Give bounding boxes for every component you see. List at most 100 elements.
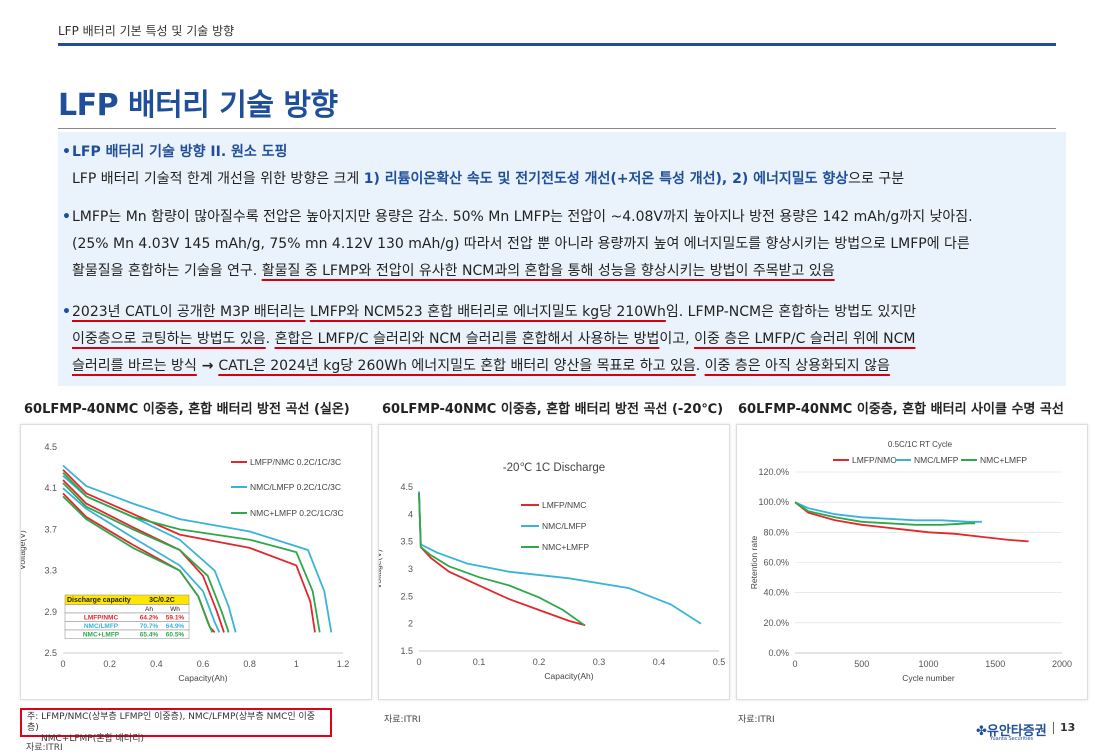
b3-l3-u1: 슬러리를 바르는 방식 — [72, 358, 197, 374]
source-3: 자료:ITRI — [738, 715, 775, 725]
table-cell-ah: 65.4% — [140, 632, 159, 639]
company-logo: ✤유안타증권 — [976, 724, 1047, 739]
legend-entry: NMC/LMFP — [914, 455, 959, 465]
note-box: 주: LFMP/NMC(상부층 LFMP인 이중층), NMC/LFMP(상부층… — [20, 708, 332, 744]
y-tick-label: 120.0% — [758, 467, 789, 477]
chart-1-title: 60LFMP-40NMC 이중층, 혼합 배터리 방전 곡선 (실온) — [24, 402, 350, 417]
y-tick-label: 0.0% — [768, 648, 789, 658]
table-cell-wh: 64.9% — [166, 623, 185, 630]
series-line — [62, 487, 221, 633]
x-tick-label: 1000 — [918, 659, 938, 669]
series-line — [62, 472, 321, 633]
bullet-3: • 2023년 CATL이 공개한 M3P 배터리는 LMFP와 NCM523 … — [62, 299, 916, 380]
b3-l2-u1: 이중층으로 코팅하는 방법도 있음 — [72, 331, 266, 347]
table-header: 3C/0.2C — [149, 597, 175, 604]
b3-l2-u2: 혼합은 LMFP/C 슬러리와 NCM 슬러리를 혼합해서 사용하는 방법 — [274, 331, 660, 347]
series-line — [794, 501, 1029, 543]
x-tick-label: 1.2 — [337, 659, 350, 669]
y-tick-label: 2.9 — [44, 607, 57, 617]
x-tick-label: 0.6 — [197, 659, 210, 669]
bullet-1-text-b: 으로 구분 — [848, 171, 905, 187]
bullet-dot: • — [62, 144, 71, 160]
chart-3-title: 60LFMP-40NMC 이중층, 혼합 배터리 사이클 수명 곡선 — [738, 402, 1064, 417]
series-line — [418, 492, 586, 627]
table-subheader: Ah — [145, 606, 153, 613]
x-tick-label: 0.4 — [653, 657, 666, 667]
y-tick-label: 3.7 — [44, 524, 57, 534]
bullet-1-heading: LFP 배터리 기술 방향 II. 원소 도핑 — [72, 144, 288, 160]
x-axis-label: Capacity(Ah) — [178, 673, 227, 683]
bullet-2-line-3-a: 활물질을 혼합하는 기술을 연구. — [72, 263, 262, 279]
x-tick-label: 2000 — [1052, 659, 1072, 669]
series-line — [794, 501, 976, 526]
note-line-1: 주: LFMP/NMC(상부층 LFMP인 이중층), NMC/LFMP(상부층… — [27, 712, 316, 733]
legend-entry: LMFP/NMC — [852, 455, 896, 465]
x-tick-label: 0.2 — [103, 659, 116, 669]
chart-3-panel: 0.0% 20.0% 40.0% 60.0% 80.0% 100.0% 120.0% 0 500… — [736, 424, 1088, 700]
y-axis-label: Retention rate — [749, 536, 759, 590]
table-row — [64, 629, 190, 639]
table-row-label: NMC/LMFP — [84, 623, 119, 630]
company-logo-sub: Yuanta Securities — [990, 736, 1034, 742]
chart-title: 0.5C/1C RT Cycle — [888, 440, 953, 449]
title-rule — [58, 128, 1056, 129]
table-subheader: Wh — [170, 606, 180, 613]
table-cell-ah: 70.7% — [140, 623, 159, 630]
series-line — [62, 469, 316, 633]
y-tick-label: 4.1 — [44, 483, 57, 493]
b3-l2-t2: 이고, — [659, 331, 695, 347]
source-2: 자료:ITRI — [384, 715, 421, 725]
y-tick-label: 4 — [408, 509, 413, 519]
section-title: LFP 배터리 기본 특성 및 기술 방향 — [58, 24, 235, 38]
y-tick-label: 3 — [408, 564, 413, 574]
bullet-1-text: LFP 배터리 기술적 한계 개선을 위한 방향은 크게 1) 리튬이온확산 속… — [72, 166, 904, 193]
x-tick-label: 0 — [792, 659, 797, 669]
bullet-3-line-3: 슬러리를 바르는 방식 → CATL은 2024년 kg당 260Wh 에너지밀… — [72, 353, 916, 380]
chart-title: -20℃ 1C Discharge — [503, 462, 605, 474]
chart-2-svg: 1.5 2 2.5 3 3.5 4 4.5 0 0.1 0.2 0.3 0.4 0.5 Capacity(… — [379, 462, 725, 681]
y-tick-label: 4.5 — [400, 482, 413, 492]
y-tick-label: 80.0% — [763, 527, 789, 537]
x-axis-label: Capacity(Ah) — [544, 671, 593, 681]
y-tick-label: 4.5 — [44, 442, 57, 452]
y-tick-label: 3.3 — [44, 566, 57, 576]
series-line — [62, 495, 214, 633]
chart-2-panel: 1.5 2 2.5 3 3.5 4 4.5 0 0.1 0.2 0.3 0.4 0.5 Capacity(… — [378, 424, 730, 700]
legend-entry: NMC+LMFP — [980, 455, 1027, 465]
page-separator — [1053, 722, 1054, 734]
x-tick-label: 500 — [854, 659, 869, 669]
y-tick-label: 3.5 — [400, 537, 413, 547]
bullet-dot: • — [62, 209, 71, 225]
arrow-right-icon: → — [196, 358, 219, 374]
b3-l1-u1: 2023년 CATL이 공개한 M3P 배터리는 — [72, 304, 306, 320]
note-line-2: NMC+LFMP(혼합 배터리) — [41, 734, 144, 744]
content-box: • LFP 배터리 기술 방향 II. 원소 도핑 LFP 배터리 기술적 한계… — [58, 132, 1066, 386]
page-number: 13 — [1060, 721, 1076, 734]
b3-l3-u2: CATL은 2024년 kg당 260Wh 에너지밀도 혼합 배터리 양산을 목… — [218, 358, 696, 374]
x-axis-label: Cycle number — [902, 673, 955, 683]
y-tick-label: 2 — [408, 619, 413, 629]
x-tick-label: 0 — [416, 657, 421, 667]
legend-entry: NMC+LMFP — [542, 542, 589, 552]
bullet-2-line-3-underlined: 활물질 중 LFMP와 전압이 유사한 NCM과의 혼합을 통해 성능을 향상시… — [261, 263, 835, 279]
b3-l2-u3: 이중 층은 LMFP/C 슬러리 위에 NCM — [694, 331, 916, 347]
bullet-2-line-3: 활물질을 혼합하는 기술을 연구. 활물질 중 LFMP와 전압이 유사한 NC… — [72, 258, 973, 285]
company-logo-text: 유안타증권 — [986, 724, 1047, 739]
table-row-label: NMC+LMFP — [83, 632, 120, 639]
x-tick-label: 0.1 — [473, 657, 486, 667]
series-line — [794, 501, 982, 523]
y-axis-label: Voltage(V) — [21, 530, 27, 570]
bullet-3-line-1: 2023년 CATL이 공개한 M3P 배터리는 LMFP와 NCM523 혼합… — [72, 299, 916, 326]
chart-1-svg: 2.5 2.9 3.3 3.7 4.1 4.5 0 0.2 0.4 0.6 0.8 1 1.2 Capac… — [21, 442, 350, 683]
y-tick-label: 1.5 — [400, 646, 413, 656]
y-tick-label: 2.5 — [44, 648, 57, 658]
b3-l2-t1: . — [265, 331, 275, 347]
b3-l1-u2: LMFP와 NCM523 혼합 배터리로 에너지밀도 kg당 210Wh — [309, 304, 666, 320]
x-tick-label: 0.8 — [243, 659, 256, 669]
y-tick-label: 60.0% — [763, 558, 789, 568]
table-row-label: LMFP/NMC — [84, 615, 119, 622]
chart-2-title: 60LFMP-40NMC 이중층, 혼합 배터리 방전 곡선 (-20℃) — [382, 402, 724, 417]
b3-l3-t: . — [695, 358, 705, 374]
table-header: Discharge capacity — [67, 597, 131, 604]
b3-l3-u3: 이중 층은 아직 상용화되지 않음 — [704, 358, 890, 374]
